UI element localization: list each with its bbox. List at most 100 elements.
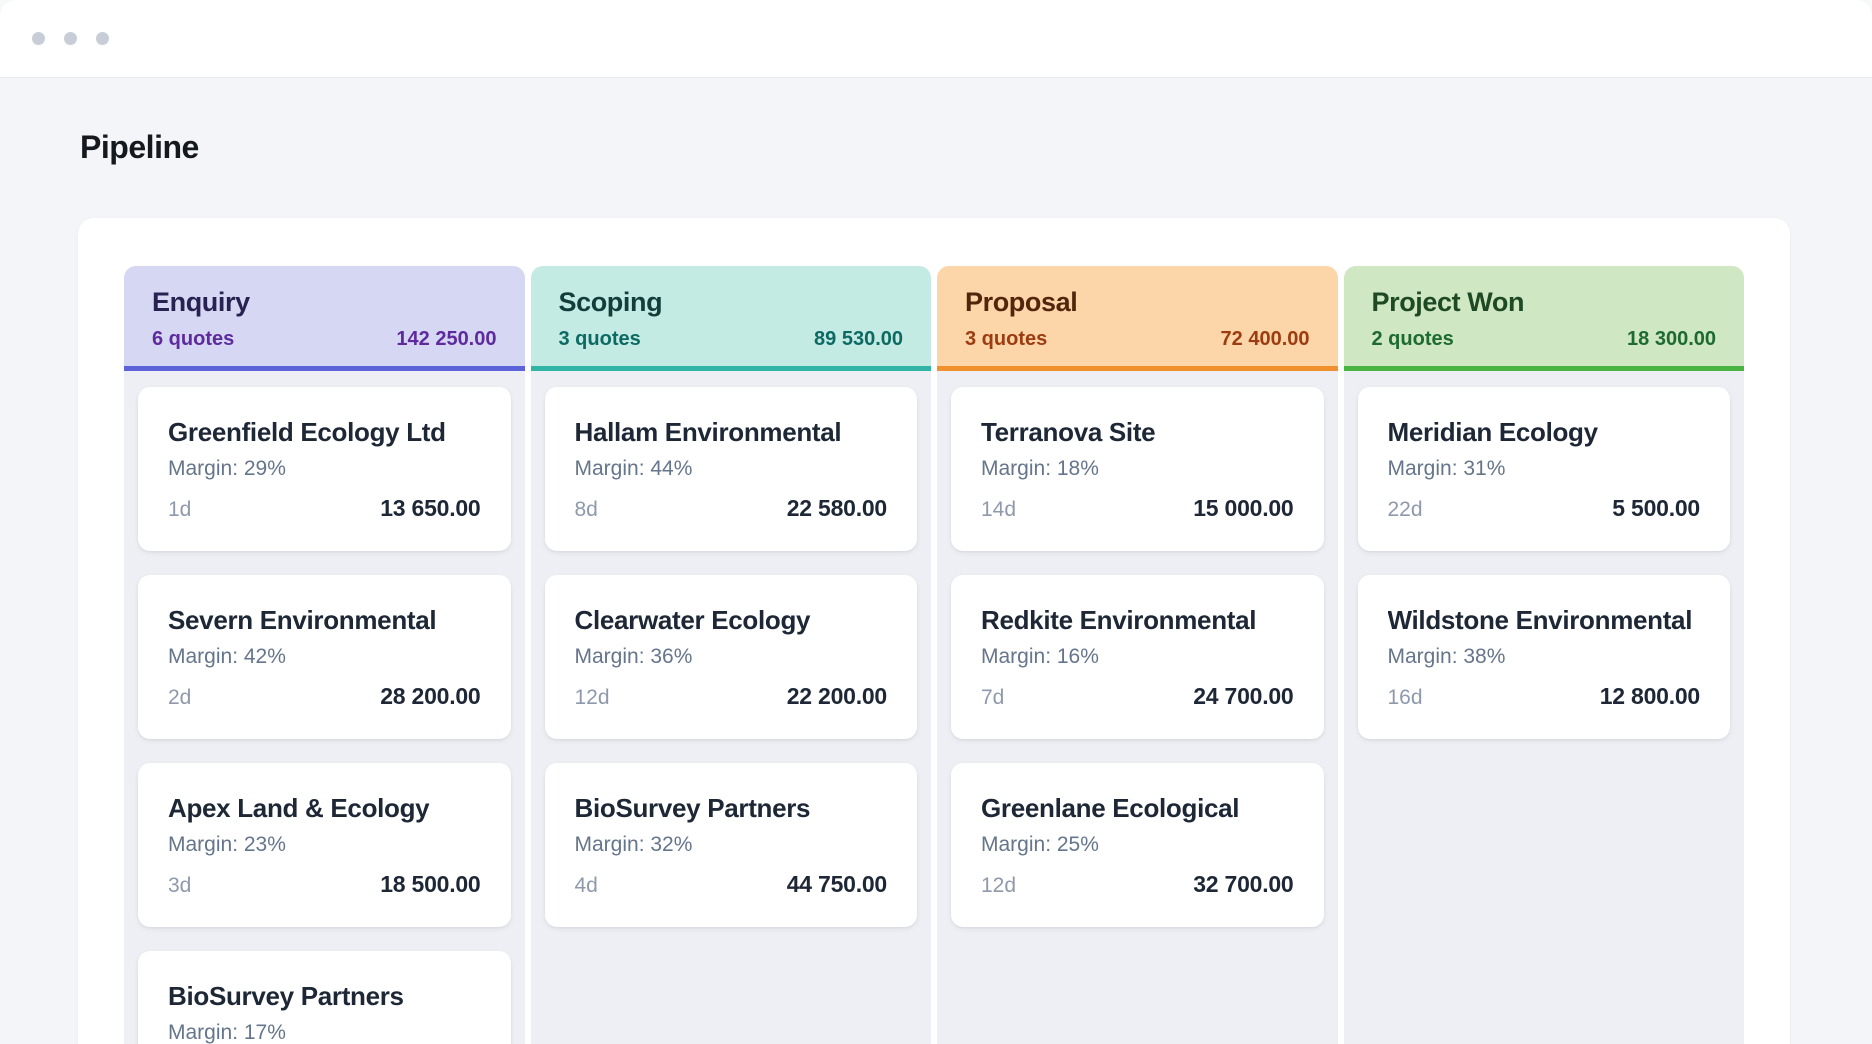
card-amount: 24 700.00 xyxy=(1193,683,1294,709)
card-client-name: Clearwater Ecology xyxy=(574,605,811,635)
card-client-name: BioSurvey Partners xyxy=(168,981,404,1011)
card-amount: 13 650.00 xyxy=(380,495,481,521)
card-client-name: Hallam Environmental xyxy=(574,417,842,447)
column-header: Scoping 3 quotes 89 530.00 xyxy=(530,266,931,371)
column-total: 142 250.00 xyxy=(396,328,497,350)
card-client-name: BioSurvey Partners xyxy=(574,793,811,823)
card-margin: Margin: 31% xyxy=(1387,457,1506,480)
card-margin: Margin: 18% xyxy=(981,457,1099,480)
card-client-name: Greenfield Ecology Ltd xyxy=(168,417,446,447)
window-controls xyxy=(32,32,109,45)
pipeline-column-proposal: Proposal 3 quotes 72 400.00 Terranova Si… xyxy=(937,266,1338,1044)
quote-card[interactable]: Greenlane Ecological Margin: 25% 12d 32 … xyxy=(951,763,1324,927)
window-control-dot-icon xyxy=(96,32,109,45)
card-client-name: Apex Land & Ecology xyxy=(168,793,430,823)
card-client-name: Redkite Environmental xyxy=(981,605,1257,635)
card-amount: 44 750.00 xyxy=(786,871,887,897)
card-footer: 16d 12 800.00 xyxy=(1388,681,1701,713)
card-client-name: Meridian Ecology xyxy=(1387,417,1599,447)
column-card-list: Greenfield Ecology Ltd Margin: 29% 1d 13… xyxy=(124,371,525,1044)
quote-card[interactable]: Redkite Environmental Margin: 16% 7d 24 … xyxy=(951,575,1324,739)
card-footer: 22d 5 500.00 xyxy=(1388,493,1701,525)
card-age: 22d xyxy=(1387,498,1423,521)
card-footer: 4d 44 750.00 xyxy=(575,869,888,901)
card-amount: 28 200.00 xyxy=(380,683,481,709)
card-age: 16d xyxy=(1387,686,1423,709)
card-margin: Margin: 29% xyxy=(168,457,286,480)
column-title: Enquiry xyxy=(152,287,250,317)
column-total: 89 530.00 xyxy=(814,328,903,350)
card-margin: Margin: 25% xyxy=(981,833,1099,856)
card-age: 1d xyxy=(168,498,192,521)
card-footer: 1d 13 650.00 xyxy=(168,493,481,525)
card-client-name: Wildstone Environmental xyxy=(1387,605,1693,635)
quote-card[interactable]: Severn Environmental Margin: 42% 2d 28 2… xyxy=(138,575,511,739)
column-header: Enquiry 6 quotes 142 250.00 xyxy=(124,266,525,371)
pipeline-column-scoping: Scoping 3 quotes 89 530.00 Hallam Enviro… xyxy=(530,266,931,1044)
quote-card[interactable]: Apex Land & Ecology Margin: 23% 3d 18 50… xyxy=(138,763,511,927)
card-amount: 5 500.00 xyxy=(1612,495,1700,521)
quote-card[interactable]: BioSurvey Partners Margin: 32% 4d 44 750… xyxy=(544,763,917,927)
pipeline-column-enquiry: Enquiry 6 quotes 142 250.00 Greenfield E… xyxy=(124,266,525,1044)
card-age: 12d xyxy=(574,686,610,709)
card-footer: 2d 28 200.00 xyxy=(168,681,481,713)
card-age: 7d xyxy=(981,686,1005,709)
column-meta: 3 quotes 89 530.00 xyxy=(559,326,904,352)
card-footer: 12d 22 200.00 xyxy=(575,681,888,713)
quote-card[interactable]: Greenfield Ecology Ltd Margin: 29% 1d 13… xyxy=(138,387,511,551)
card-margin: Margin: 38% xyxy=(1387,645,1506,668)
column-header: Proposal 3 quotes 72 400.00 xyxy=(937,266,1338,371)
card-amount: 22 200.00 xyxy=(786,683,887,709)
card-client-name: Terranova Site xyxy=(981,417,1156,447)
column-card-list: Meridian Ecology Margin: 31% 22d 5 500.0… xyxy=(1343,371,1744,1044)
card-age: 4d xyxy=(574,874,598,897)
quote-card[interactable]: Clearwater Ecology Margin: 36% 12d 22 20… xyxy=(544,575,917,739)
column-meta: 3 quotes 72 400.00 xyxy=(965,326,1310,352)
card-footer: 3d 18 500.00 xyxy=(168,869,481,901)
pipeline-column-project-won: Project Won 2 quotes 18 300.00 Meridian … xyxy=(1343,266,1744,1044)
column-quote-count: 3 quotes xyxy=(558,328,641,350)
card-age: 12d xyxy=(981,874,1017,897)
card-margin: Margin: 16% xyxy=(981,645,1099,668)
card-age: 8d xyxy=(574,498,598,521)
quote-card[interactable]: Terranova Site Margin: 18% 14d 15 000.00 xyxy=(951,387,1324,551)
quote-card[interactable]: BioSurvey Partners Margin: 17% xyxy=(138,951,511,1044)
card-amount: 18 500.00 xyxy=(380,871,481,897)
card-amount: 22 580.00 xyxy=(786,495,887,521)
window-titlebar xyxy=(0,0,1872,78)
column-total: 18 300.00 xyxy=(1627,328,1716,350)
card-client-name: Greenlane Ecological xyxy=(981,793,1240,823)
column-total: 72 400.00 xyxy=(1220,328,1310,350)
quote-card[interactable]: Meridian Ecology Margin: 31% 22d 5 500.0… xyxy=(1357,387,1730,551)
column-header: Project Won 2 quotes 18 300.00 xyxy=(1343,266,1744,371)
card-footer: 14d 15 000.00 xyxy=(981,493,1294,525)
column-title: Proposal xyxy=(965,287,1078,317)
card-margin: Margin: 44% xyxy=(574,457,693,480)
column-meta: 2 quotes 18 300.00 xyxy=(1372,326,1717,352)
quote-card[interactable]: Hallam Environmental Margin: 44% 8d 22 5… xyxy=(544,387,917,551)
card-client-name: Severn Environmental xyxy=(168,605,437,635)
column-title: Scoping xyxy=(558,287,663,317)
column-quote-count: 2 quotes xyxy=(1371,328,1454,350)
window-control-dot-icon xyxy=(64,32,77,45)
window-control-dot-icon xyxy=(32,32,45,45)
card-age: 3d xyxy=(168,874,192,897)
card-footer: 12d 32 700.00 xyxy=(981,869,1294,901)
card-amount: 12 800.00 xyxy=(1599,683,1700,709)
page-title: Pipeline xyxy=(80,129,199,165)
column-quote-count: 3 quotes xyxy=(965,328,1048,350)
card-margin: Margin: 23% xyxy=(168,833,286,856)
card-amount: 32 700.00 xyxy=(1193,871,1294,897)
card-margin: Margin: 17% xyxy=(168,1021,286,1044)
card-footer: 7d 24 700.00 xyxy=(981,681,1294,713)
card-footer: 8d 22 580.00 xyxy=(575,493,888,525)
column-card-list: Hallam Environmental Margin: 44% 8d 22 5… xyxy=(530,371,931,1044)
card-margin: Margin: 42% xyxy=(168,645,286,668)
card-age: 14d xyxy=(981,498,1017,521)
card-age: 2d xyxy=(168,686,192,709)
column-card-list: Terranova Site Margin: 18% 14d 15 000.00… xyxy=(937,371,1338,1044)
card-amount: 15 000.00 xyxy=(1193,495,1294,521)
quote-card[interactable]: Wildstone Environmental Margin: 38% 16d … xyxy=(1357,575,1730,739)
column-meta: 6 quotes 142 250.00 xyxy=(152,326,497,352)
